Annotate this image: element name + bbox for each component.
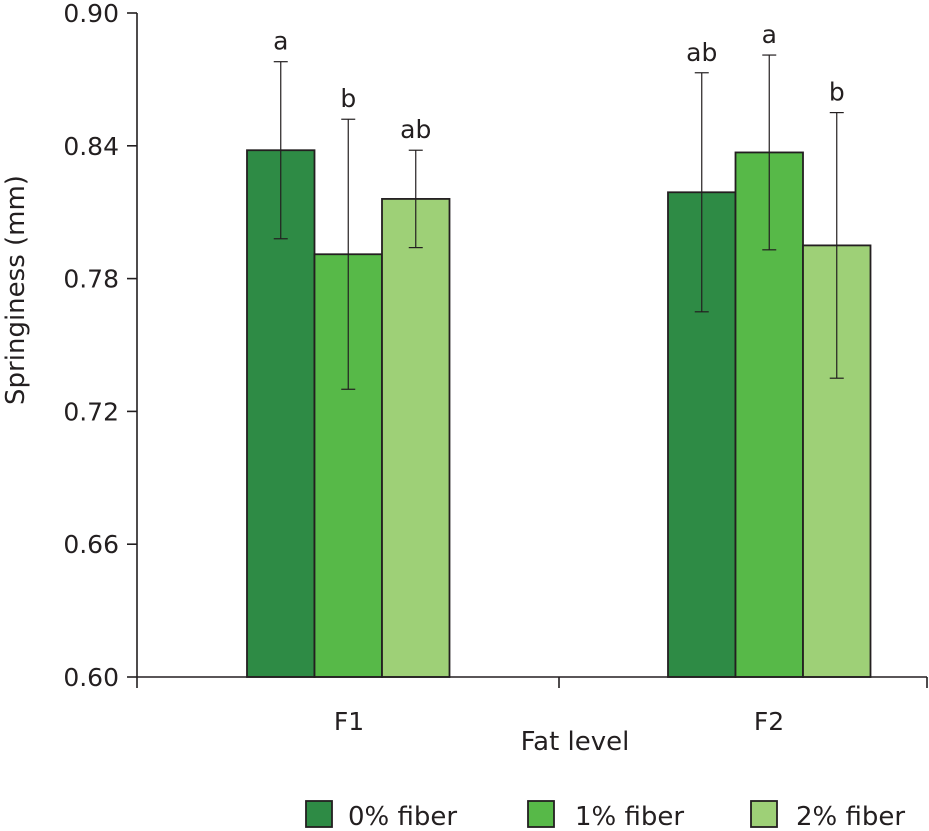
legend-label-1pct: 1% fiber — [575, 802, 684, 831]
significance-letter-f1-s2: ab — [400, 115, 431, 144]
y-tick-label-4: 0.66 — [63, 530, 119, 559]
y-tick-group: 0.90 0.84 0.78 0.72 0.66 0.60 — [63, 0, 137, 692]
x-tick-label-f1: F1 — [334, 707, 364, 736]
y-tick-label-5: 0.60 — [63, 663, 119, 692]
y-tick-label-1: 0.84 — [63, 132, 119, 161]
legend-label-0pct: 0% fiber — [348, 802, 457, 831]
bars-layer — [246, 149, 872, 678]
legend: 0% fiber 1% fiber 2% fiber — [305, 800, 905, 831]
legend-swatch-1pct — [527, 800, 555, 828]
x-axis: F1 F2 — [136, 676, 928, 736]
x-axis-title: Fat level — [521, 727, 630, 757]
significance-letter-f2-s2: b — [829, 78, 845, 107]
bar-f1-s2 — [381, 198, 451, 678]
x-tick-label-f2: F2 — [754, 707, 784, 736]
error-bars-layer — [273, 54, 844, 390]
significance-letter-f2-s1: a — [762, 20, 777, 49]
legend-label-2pct: 2% fiber — [796, 802, 905, 831]
y-axis-title: Springiness (mm) — [1, 175, 31, 405]
legend-swatch-0pct — [305, 800, 333, 828]
y-tick-label-0: 0.90 — [63, 0, 119, 28]
significance-letter-f1-s0: a — [273, 27, 288, 56]
legend-swatch-2pct — [750, 800, 778, 828]
significance-letter-f1-s1: b — [340, 84, 356, 113]
significance-letter-f2-s0: ab — [686, 38, 717, 67]
y-tick-label-3: 0.72 — [63, 397, 119, 426]
y-tick-label-2: 0.78 — [63, 265, 119, 294]
y-axis: 0.90 0.84 0.78 0.72 0.66 0.60 — [63, 0, 138, 692]
